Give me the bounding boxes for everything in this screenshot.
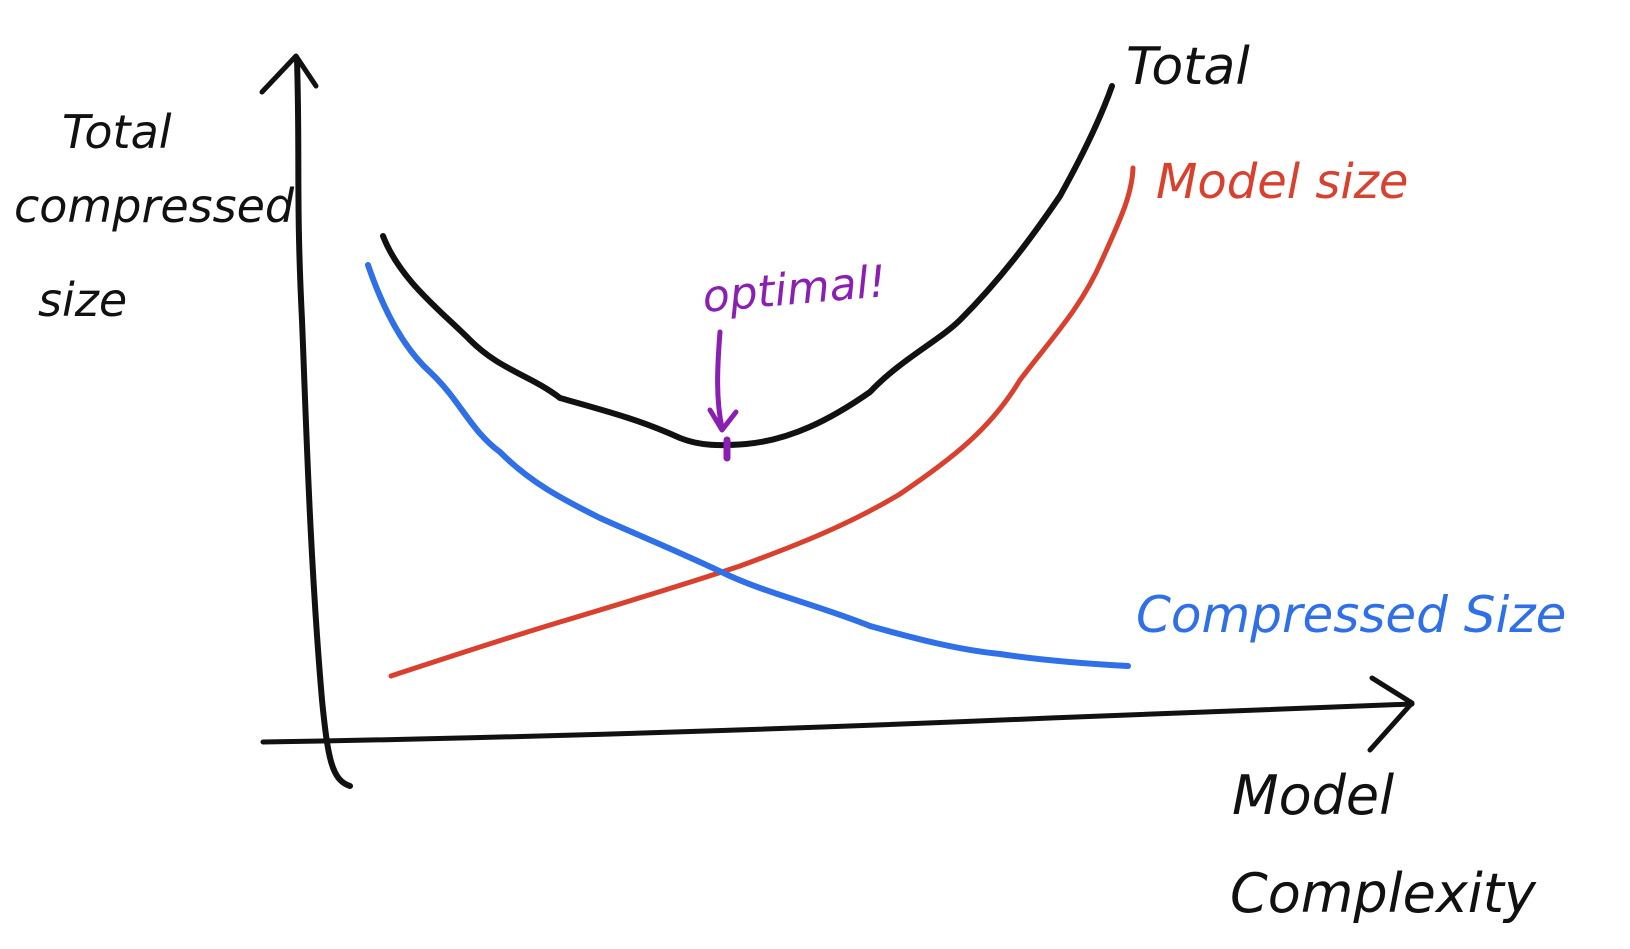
y-axis-label-line-3: size xyxy=(38,273,127,327)
y-axis-line xyxy=(294,57,353,789)
y-axis-label-line-2: compressed xyxy=(14,179,295,233)
total-curve-label: Total xyxy=(1126,37,1250,97)
y-axis xyxy=(259,53,353,789)
x-axis xyxy=(260,675,1415,753)
total-curve xyxy=(380,83,1115,449)
x-axis-arrowhead xyxy=(1367,675,1415,753)
optimal-arrow xyxy=(707,329,739,462)
y-axis-label-line-1: Total xyxy=(62,105,172,159)
optimal-arrow-head xyxy=(707,407,739,433)
compressed-size-curve-label: Compressed Size xyxy=(1136,586,1566,644)
model-size-curve-label: Model size xyxy=(1156,154,1408,210)
x-axis-label-line-1: Model xyxy=(1232,764,1394,827)
compressed-size-curve xyxy=(365,262,1131,669)
y-axis-arrowhead xyxy=(259,53,319,95)
x-axis-label-line-2: Complexity xyxy=(1230,862,1537,925)
model-size-curve xyxy=(388,165,1136,679)
optimal-arrow-shaft xyxy=(715,329,725,431)
x-axis-line xyxy=(260,701,1415,745)
optimal-label: optimal! xyxy=(701,256,889,323)
